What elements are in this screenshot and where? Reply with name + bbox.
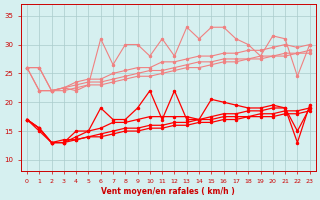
X-axis label: Vent moyen/en rafales ( km/h ): Vent moyen/en rafales ( km/h ) [101,187,235,196]
